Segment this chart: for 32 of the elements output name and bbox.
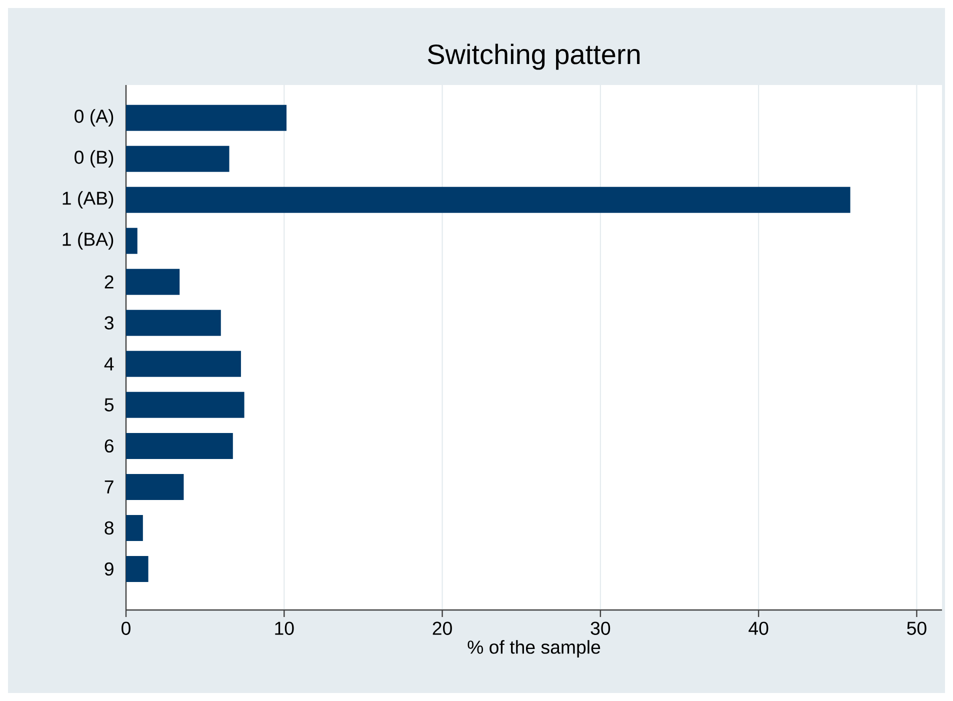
bar (126, 104, 287, 131)
y-tick-label: 0 (B) (74, 150, 114, 168)
x-axis-title: % of the sample (468, 640, 600, 658)
x-tick-label: 20 (432, 622, 452, 635)
bar (126, 146, 230, 172)
y-tick-label: 1 (AB) (62, 191, 114, 209)
bar (126, 432, 233, 459)
y-tick-label: 1 (BA) (62, 232, 114, 250)
y-tick-label: 0 (A) (74, 109, 114, 127)
y-tick-label: 4 (104, 357, 114, 370)
y-tick-label: 2 (104, 275, 114, 288)
x-tick-label: 50 (907, 622, 926, 635)
chart-title: Switching pattern (428, 44, 640, 70)
bar (126, 556, 148, 582)
bar (126, 268, 180, 295)
bar (126, 186, 850, 213)
x-tick-label: 30 (590, 622, 610, 635)
y-tick-label: 5 (104, 398, 114, 412)
bar (126, 474, 184, 500)
bar (126, 228, 138, 254)
bar (126, 310, 221, 336)
y-tick-label: 9 (104, 562, 114, 576)
bar (126, 350, 241, 377)
y-tick-label: 6 (104, 439, 114, 453)
bar (126, 514, 143, 541)
y-tick-label: 7 (104, 480, 114, 494)
x-tick-label: 0 (122, 622, 130, 635)
bar (126, 392, 244, 418)
x-tick-label: 10 (275, 622, 294, 635)
y-tick-label: 8 (104, 521, 114, 535)
x-tick-label: 40 (748, 622, 768, 635)
y-tick-label: 3 (104, 316, 114, 330)
